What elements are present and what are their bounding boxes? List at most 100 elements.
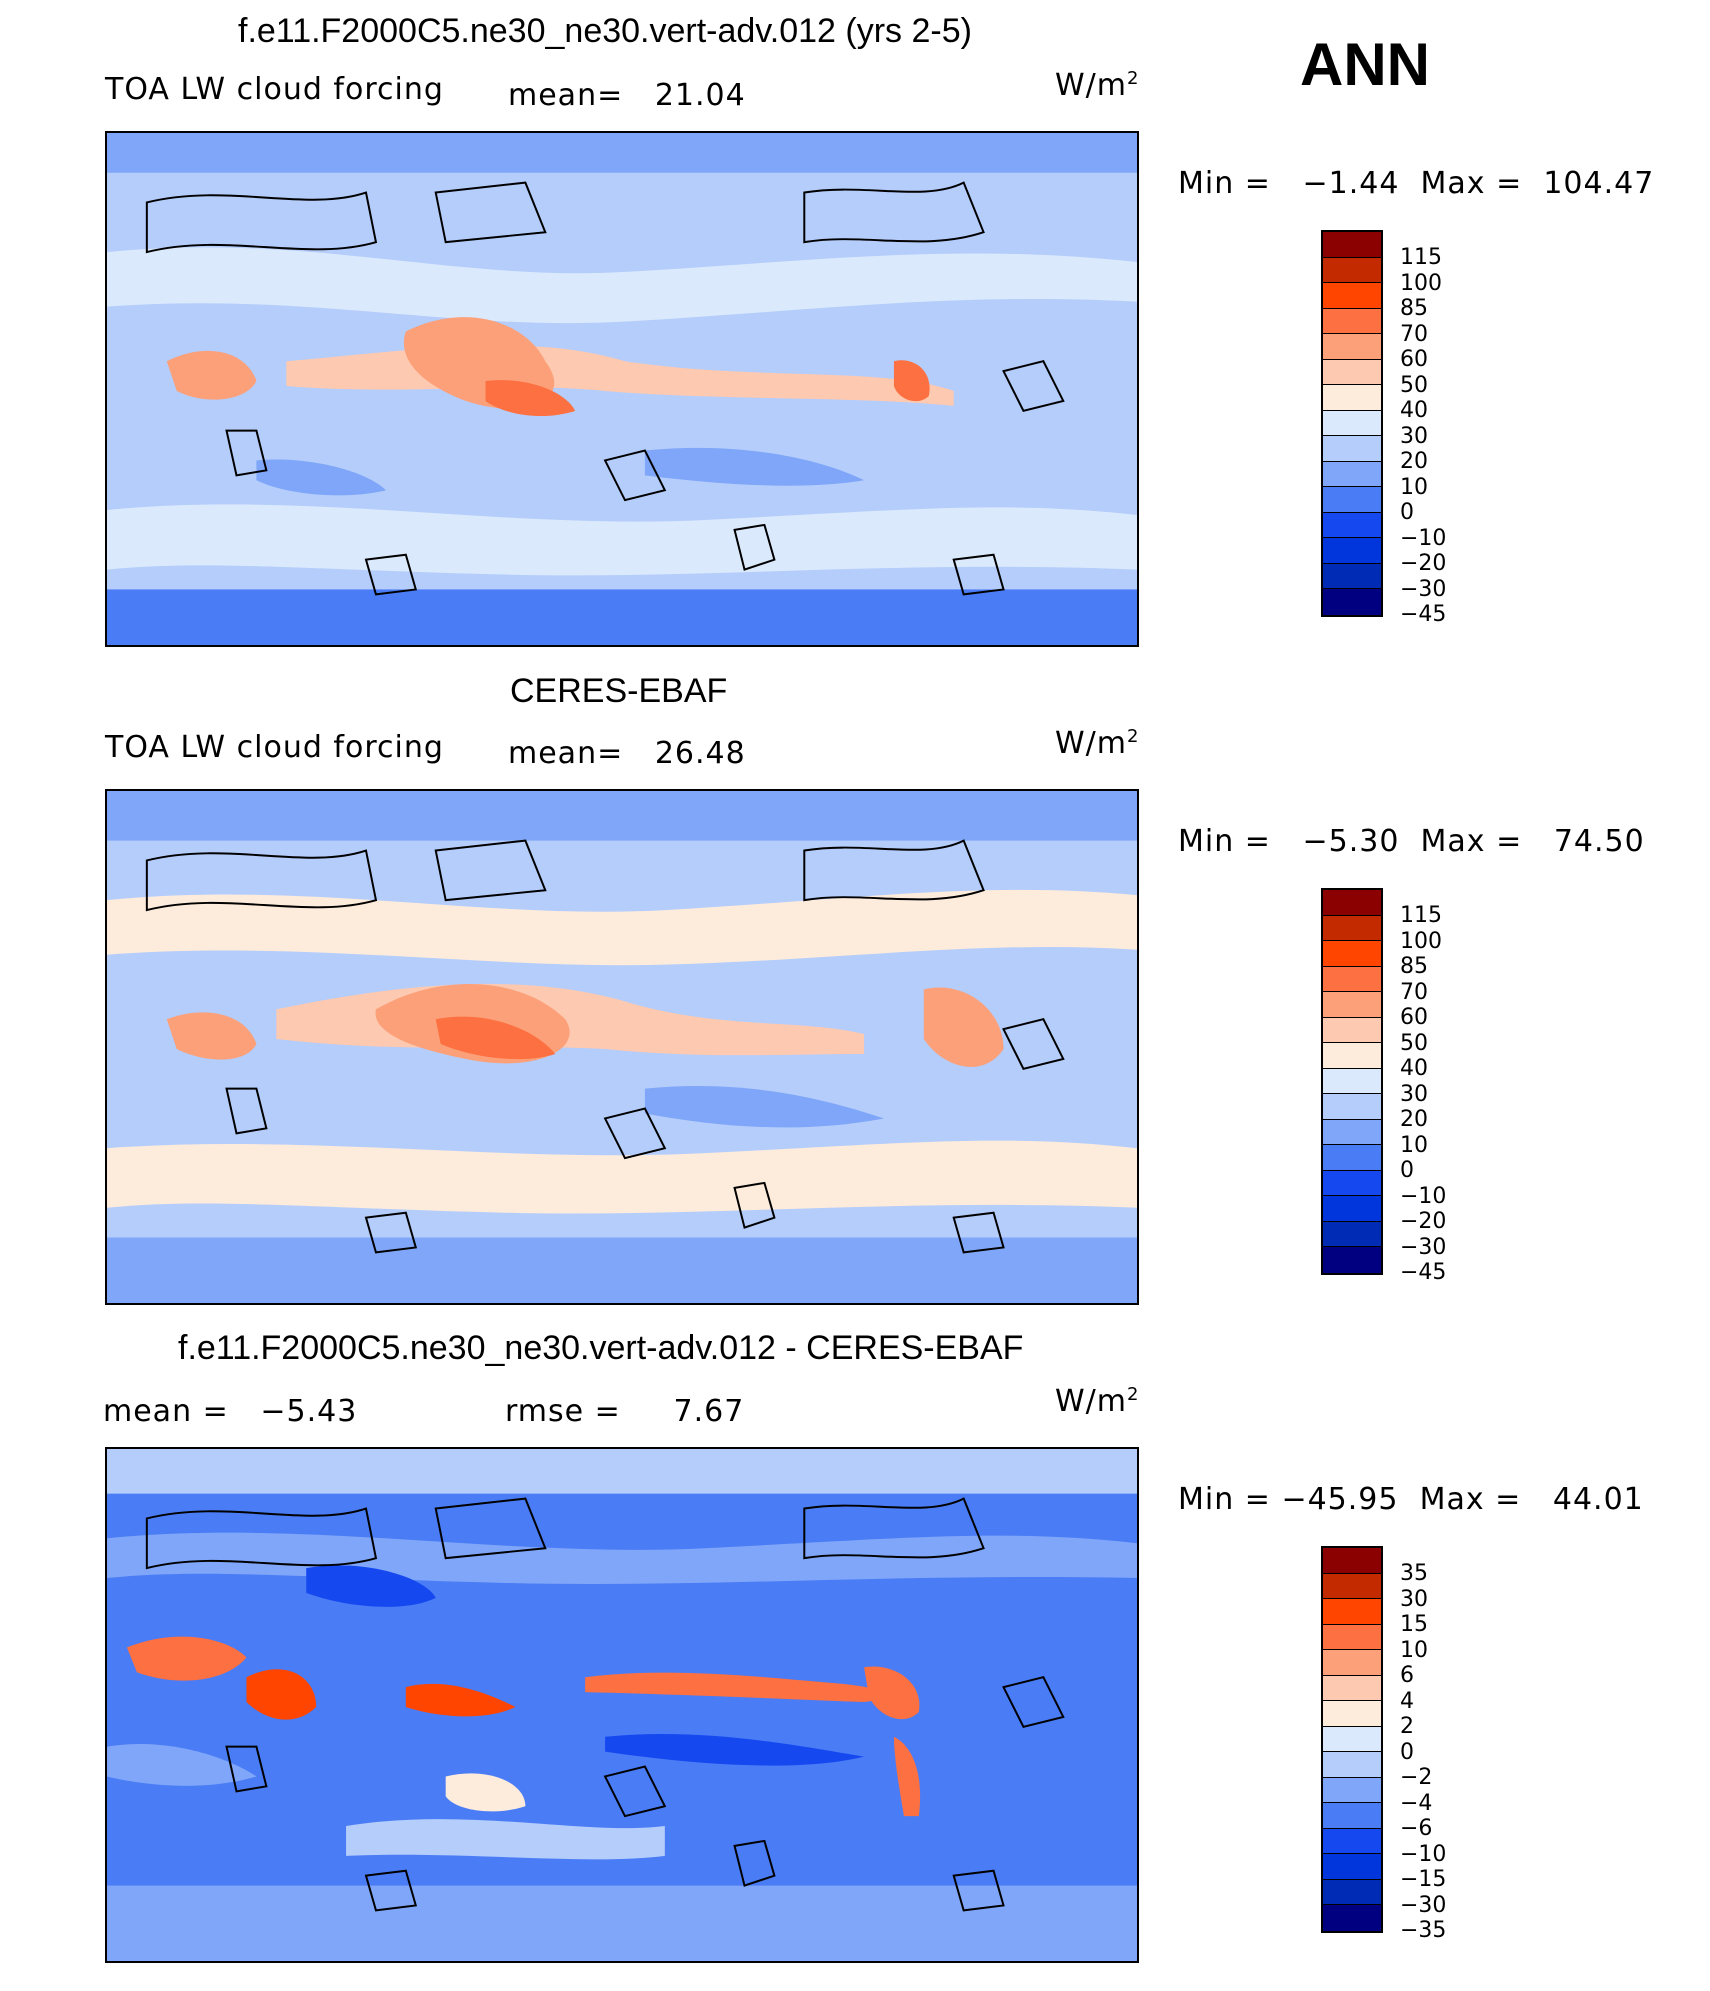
colorbar-level-label: 15 [1400,1612,1428,1637]
colorbar-swatch [1323,512,1381,538]
colorbar-level-label: 100 [1400,270,1442,296]
panel-3-max-label: Max = [1419,1482,1522,1517]
colorbar-level-label: −45 [1400,1260,1447,1285]
units-exponent: 2 [1127,726,1140,747]
colorbar-swatch [1323,1548,1381,1574]
colorbar-level-label: 115 [1400,245,1442,270]
colorbar-level-label: 50 [1400,1030,1428,1056]
colorbar-swatch [1323,487,1381,513]
colorbar-level-label: 60 [1400,347,1428,372]
colorbar-swatch [1323,1068,1381,1094]
colorbar-level-label: 0 [1400,1158,1414,1183]
colorbar-level-label: 0 [1400,1739,1414,1765]
colorbar-level-label: 20 [1400,449,1428,474]
units-exponent: 2 [1127,1384,1140,1405]
colorbar-level-label: −2 [1400,1765,1433,1790]
colorbar-swatch [1323,308,1381,334]
colorbar-level-label: 50 [1400,372,1428,398]
panel-3-mean-value: −5.43 [260,1394,358,1429]
colorbar-swatch [1323,1043,1381,1069]
panel-2-mean-label: mean= [508,736,624,771]
colorbar-swatch [1323,334,1381,360]
colorbar-swatch [1323,1573,1381,1599]
panel-1-variable: TOA LW cloud forcing [105,72,444,107]
colorbar-level-label: 115 [1400,903,1442,928]
colorbar-level-label: −10 [1400,1841,1447,1867]
colorbar-swatch [1323,992,1381,1018]
colorbar-level-label: 0 [1400,500,1414,525]
colorbar-swatch [1323,1879,1381,1905]
panel-2-colorbar [1321,888,1383,1275]
panel-2-max-value: 74.50 [1553,824,1645,859]
colorbar-swatch [1323,1017,1381,1043]
colorbar-swatch [1323,538,1381,564]
colorbar-swatch [1323,1247,1381,1273]
panel-2-units: W/m2 [1055,726,1139,761]
colorbar-level-label: 85 [1400,954,1428,979]
colorbar-swatch [1323,1196,1381,1222]
colorbar-level-label: 10 [1400,474,1428,500]
panel-3-colorbar [1321,1546,1383,1933]
panel-2-min-label: Min = [1178,824,1271,859]
panel-3-minmax: Min = −45.95 Max = 44.01 [1178,1482,1644,1517]
panel-1-minmax: Min = −1.44 Max = 104.47 [1178,166,1654,201]
panel-2-mean-value: 26.48 [654,736,746,771]
colorbar-level-label: 30 [1400,1081,1428,1107]
colorbar-level-label: −15 [1400,1867,1447,1892]
colorbar-level-label: 100 [1400,928,1442,954]
panel-3-rmse-label: rmse = [505,1394,621,1429]
colorbar-swatch [1323,915,1381,941]
colorbar-level-label: −45 [1400,602,1447,627]
panel-3-max-value: 44.01 [1552,1482,1644,1517]
colorbar-swatch [1323,436,1381,462]
panel-2-variable: TOA LW cloud forcing [105,730,444,765]
colorbar-swatch [1323,1624,1381,1650]
colorbar-level-label: −35 [1400,1918,1447,1943]
colorbar-swatch [1323,1803,1381,1829]
panel-3-min-value: −45.95 [1281,1482,1399,1517]
colorbar-swatch [1323,461,1381,487]
panel-3-mean-label: mean = [103,1394,229,1429]
season-label: ANN [1300,31,1430,98]
colorbar-level-label: −30 [1400,1234,1447,1260]
colorbar-swatch [1323,589,1381,615]
panel-1-min-value: −1.44 [1302,166,1400,201]
colorbar-level-label: 70 [1400,321,1428,347]
units-base: W/m [1055,68,1127,103]
panel-1-min-label: Min = [1178,166,1271,201]
colorbar-level-label: 2 [1400,1714,1414,1739]
panel-1-units: W/m2 [1055,68,1139,103]
colorbar-swatch [1323,1854,1381,1880]
units-exponent: 2 [1127,68,1140,89]
colorbar-level-label: −10 [1400,525,1447,551]
panel-3-units: W/m2 [1055,1384,1139,1419]
panel-2-title: CERES-EBAF [510,672,728,710]
panel-1-mean: mean= 21.04 [508,78,746,113]
colorbar-swatch [1323,1726,1381,1752]
colorbar-level-label: 4 [1400,1688,1414,1714]
panel-1-max-value: 104.47 [1543,166,1655,201]
colorbar-swatch [1323,1170,1381,1196]
panel-2-minmax: Min = −5.30 Max = 74.50 [1178,824,1645,859]
panel-3-map [105,1447,1139,1963]
panel-1-mean-value: 21.04 [654,78,746,113]
colorbar-level-label: 40 [1400,1056,1428,1081]
panel-3-mean: mean = −5.43 [103,1394,357,1429]
panel-3-rmse-value: 7.67 [673,1394,745,1429]
colorbar-swatch [1323,283,1381,309]
colorbar-swatch [1323,385,1381,411]
colorbar-level-label: 85 [1400,296,1428,321]
colorbar-swatch [1323,232,1381,258]
colorbar-level-label: −20 [1400,551,1447,576]
panel-2-min-value: −5.30 [1302,824,1400,859]
colorbar-level-label: −20 [1400,1209,1447,1234]
colorbar-swatch [1323,257,1381,283]
colorbar-swatch [1323,1221,1381,1247]
colorbar-level-label: 10 [1400,1637,1428,1663]
panel-1-map [105,131,1139,647]
colorbar-swatch [1323,1119,1381,1145]
colorbar-swatch [1323,359,1381,385]
colorbar-level-label: −30 [1400,1892,1447,1918]
colorbar-level-label: −6 [1400,1816,1433,1841]
units-base: W/m [1055,726,1127,761]
